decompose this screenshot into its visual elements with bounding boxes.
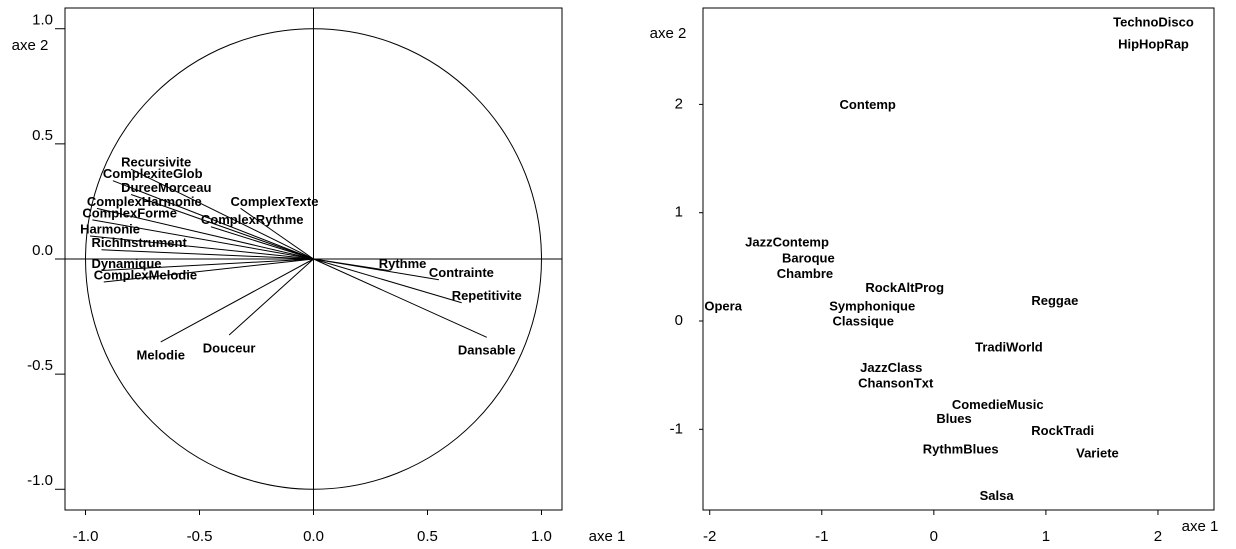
vector-label: ComplexHarmonie xyxy=(87,194,202,209)
point-label: JazzContemp xyxy=(745,234,829,249)
point-label: TradiWorld xyxy=(975,340,1043,355)
y-tick-label: -1.0 xyxy=(27,472,53,489)
vector xyxy=(103,258,314,283)
x-tick-label: -1.0 xyxy=(73,528,99,545)
vector xyxy=(101,249,314,260)
vector xyxy=(112,180,314,260)
y-tick-label: 2 xyxy=(675,95,683,112)
point-label: RockTradi xyxy=(1031,423,1094,438)
x-tick-label: 1.0 xyxy=(531,528,552,545)
point-label: Variete xyxy=(1076,446,1119,461)
point-label: Reggae xyxy=(1031,293,1078,308)
x-axis-label: axe 1 xyxy=(1182,518,1219,535)
point-label: Baroque xyxy=(782,251,835,266)
vector xyxy=(313,258,487,338)
vector-label: Repetitivite xyxy=(452,288,522,303)
vector-label: DureeMorceau xyxy=(121,180,211,195)
y-tick-label: 0.5 xyxy=(32,127,53,144)
point-label: Blues xyxy=(936,411,971,426)
point-label: Opera xyxy=(704,298,742,313)
y-tick-label: 1.0 xyxy=(32,12,53,29)
vector xyxy=(313,258,439,281)
vector-label: ComplexiteGlob xyxy=(103,166,203,181)
point-label: ComedieMusic xyxy=(952,397,1044,412)
y-axis-label: axe 2 xyxy=(12,37,49,54)
vector xyxy=(130,168,314,260)
point-label: RockAltProg xyxy=(865,280,944,295)
point-label: Symphonique xyxy=(829,298,915,313)
y-tick-label: -0.5 xyxy=(27,357,53,374)
y-tick-label: 0 xyxy=(675,312,683,329)
vector-label: Melodie xyxy=(137,347,185,362)
x-tick-label: -0.5 xyxy=(187,528,213,545)
point-label: ChansonTxt xyxy=(858,375,934,390)
point-label: Classique xyxy=(833,314,894,329)
vector xyxy=(101,258,314,272)
vector xyxy=(210,226,314,260)
point-label: RythmBlues xyxy=(923,441,999,456)
y-tick-label: 0.0 xyxy=(32,242,53,259)
point-label: TechnoDisco xyxy=(1113,15,1194,30)
vector xyxy=(90,235,314,260)
point-label: Contemp xyxy=(840,97,896,112)
vector xyxy=(313,258,462,304)
point-label: Salsa xyxy=(980,488,1015,503)
plot-frame xyxy=(702,7,1215,511)
vector-label: ComplexTexte xyxy=(231,194,319,209)
point-label: HipHopRap xyxy=(1118,36,1189,51)
x-tick-label: 0.0 xyxy=(303,528,324,545)
x-tick-label: 0 xyxy=(930,528,938,545)
vector xyxy=(160,258,314,343)
vector-label: RichInstrument xyxy=(91,235,187,250)
vector-label: Contrainte xyxy=(429,265,494,280)
x-tick-label: 0.5 xyxy=(417,528,438,545)
y-tick-label: -1 xyxy=(670,420,683,437)
x-tick-label: 1 xyxy=(1042,528,1050,545)
point-label: Chambre xyxy=(777,266,833,281)
vector xyxy=(228,258,314,336)
vector xyxy=(240,207,314,260)
vector-label: Harmonie xyxy=(80,221,140,236)
vector-label: Rythme xyxy=(379,256,427,271)
vector xyxy=(130,194,314,260)
x-tick-label: -2 xyxy=(703,528,716,545)
vector-label: Recursivite xyxy=(121,155,191,170)
vector-label: ComplexMelodie xyxy=(94,267,197,282)
point-label: JazzClass xyxy=(860,360,922,375)
unit-circle xyxy=(85,28,542,490)
x-axis-label: axe 1 xyxy=(589,528,626,545)
vector-label: Dynamique xyxy=(91,256,161,271)
vector-label: ComplexForme xyxy=(82,205,177,220)
vector-label: Douceur xyxy=(203,340,256,355)
vector xyxy=(92,219,314,260)
vector-label: Dansable xyxy=(458,343,516,358)
y-axis-label: axe 2 xyxy=(650,25,687,42)
y-tick-label: 1 xyxy=(675,204,683,221)
x-tick-label: 2 xyxy=(1154,528,1162,545)
vector-label: ComplexRythme xyxy=(201,212,304,227)
vector xyxy=(96,207,314,260)
x-tick-label: -1 xyxy=(815,528,828,545)
